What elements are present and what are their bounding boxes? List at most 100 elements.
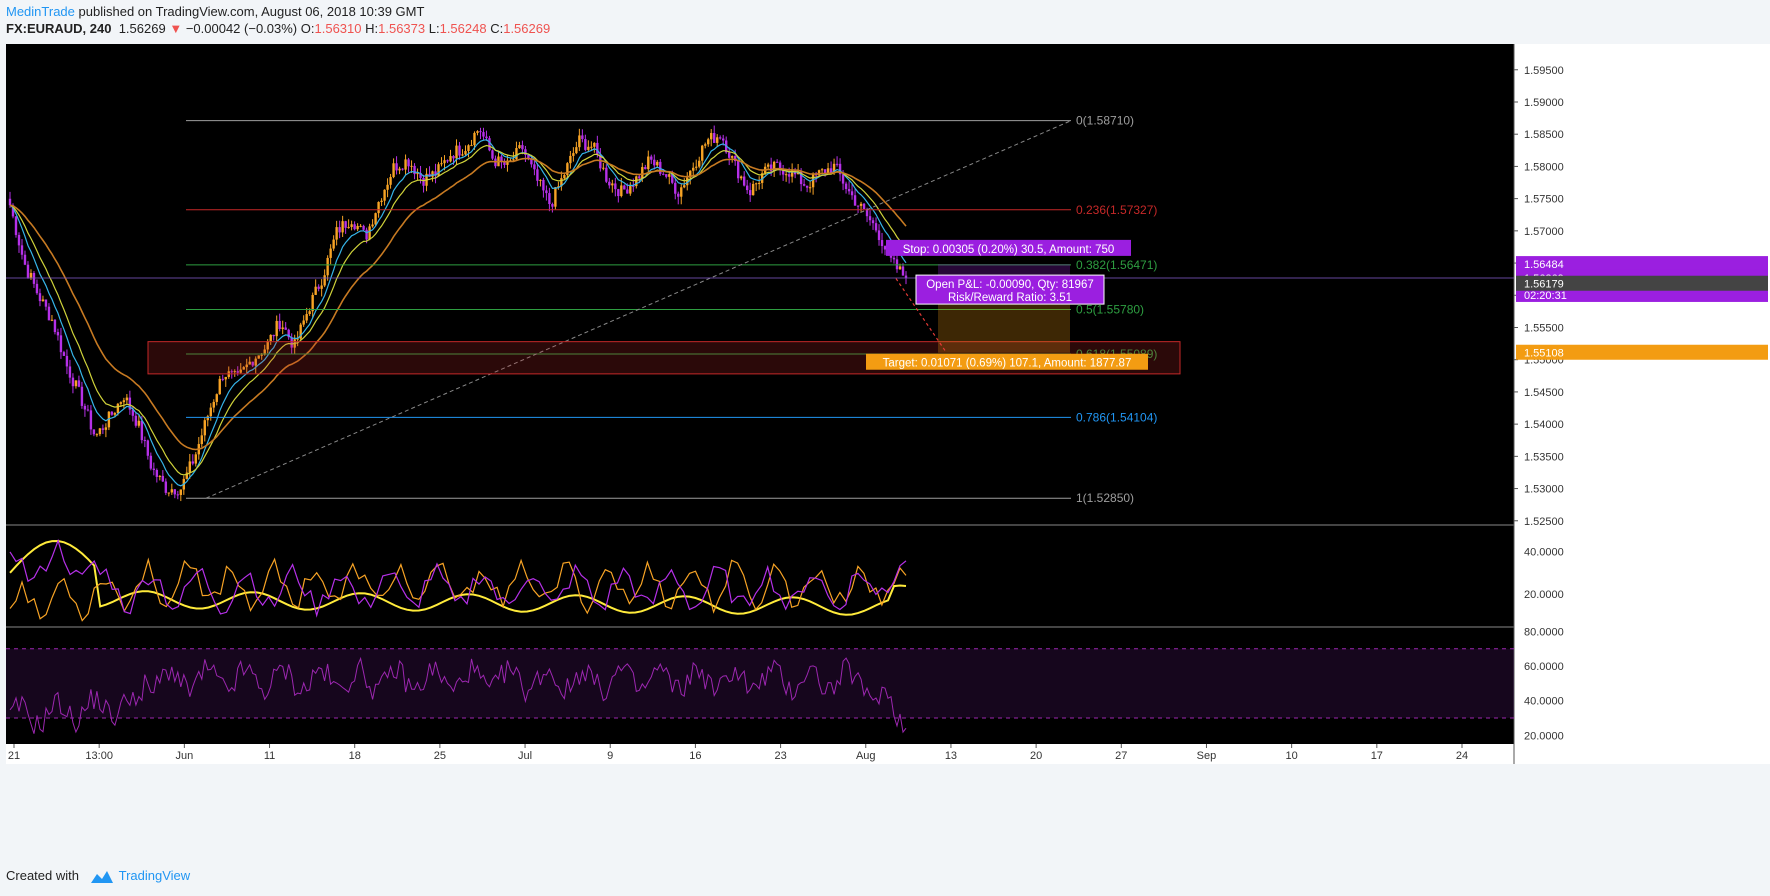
candle xyxy=(398,168,401,171)
candle xyxy=(263,349,266,355)
target-label xyxy=(866,353,1148,370)
stop-label-text: Stop: 0.00305 (0.20%) 30.5, Amount: 750 xyxy=(903,244,1115,256)
candle xyxy=(704,144,707,146)
tradingview-brand[interactable]: TradingView xyxy=(118,868,191,883)
candle xyxy=(638,176,641,179)
candle xyxy=(820,169,824,171)
high-label: H: xyxy=(365,21,379,36)
candle xyxy=(629,185,632,194)
fib-level-label: 0.236(1.57327) xyxy=(1076,203,1157,217)
fib-trend-line xyxy=(205,120,1072,499)
stop-label xyxy=(886,239,1131,256)
candle xyxy=(434,171,437,176)
candle xyxy=(500,156,503,162)
chart-svg[interactable]: 1.59500 1.59000 1.58500 1.58000 1.57500 1.570… xyxy=(6,44,1770,862)
candle xyxy=(401,168,404,170)
fib-level-label: 0(1.58710) xyxy=(1076,114,1134,128)
author-link[interactable]: MedinTrade xyxy=(6,4,75,19)
candle xyxy=(635,176,638,187)
candle xyxy=(218,378,221,395)
rsi-tick-label: 60.0000 xyxy=(1524,661,1564,673)
candle xyxy=(775,161,779,163)
candle xyxy=(77,380,81,387)
last-price: 1.56269 xyxy=(118,21,166,36)
published-text: published on TradingView.com, August 06,… xyxy=(78,4,425,19)
candle xyxy=(272,334,275,337)
candle xyxy=(392,163,395,178)
fib-level-label: 0.786(1.54104) xyxy=(1076,410,1157,424)
candle xyxy=(383,189,386,201)
candle xyxy=(901,266,905,276)
candle xyxy=(853,195,857,206)
candle xyxy=(644,167,647,170)
candle xyxy=(29,272,33,278)
time-tick-label: 23 xyxy=(774,750,786,762)
candle xyxy=(506,160,509,165)
price-tick-label: 1.54500 xyxy=(1524,387,1564,399)
candle xyxy=(692,167,695,171)
candle xyxy=(533,164,536,170)
candle xyxy=(17,234,21,246)
tradingview-logo-icon xyxy=(90,870,113,883)
candle xyxy=(338,227,341,233)
rsi-tick-label: 20.0000 xyxy=(1524,730,1564,742)
candle xyxy=(284,327,287,330)
candle xyxy=(838,163,842,175)
candle xyxy=(476,131,479,133)
rsi-line xyxy=(9,656,907,734)
candle xyxy=(569,155,572,164)
candle xyxy=(236,371,239,373)
candle xyxy=(464,151,467,155)
candle xyxy=(521,145,524,150)
chart-area[interactable]: 1.59500 1.59000 1.58500 1.58000 1.57500 1.570… xyxy=(6,44,1770,862)
candle xyxy=(485,136,488,139)
price-tick-label: 1.59500 xyxy=(1524,65,1564,77)
candle xyxy=(701,145,704,161)
candle xyxy=(491,150,494,159)
candle xyxy=(802,184,806,186)
candle xyxy=(389,177,392,185)
candle xyxy=(386,184,389,190)
candle xyxy=(611,183,614,186)
candles xyxy=(8,125,908,502)
candle xyxy=(647,156,650,170)
candle xyxy=(44,299,48,307)
candle xyxy=(53,319,57,333)
candle xyxy=(101,428,105,430)
rsi-tick-label: 80.0000 xyxy=(1524,626,1564,638)
symbol-label: FX:EURAUD, 240 xyxy=(6,21,112,36)
projection-arrow xyxy=(895,278,947,353)
footer: Created with TradingView xyxy=(6,868,190,883)
candle xyxy=(443,160,446,164)
candle xyxy=(8,198,12,206)
candle xyxy=(194,454,197,464)
candle xyxy=(329,248,332,258)
candle xyxy=(119,402,123,404)
candle xyxy=(200,435,203,445)
candle xyxy=(772,161,776,172)
time-tick-label: Jul xyxy=(518,750,532,762)
candle xyxy=(826,168,830,175)
candle xyxy=(92,429,96,435)
stop-price-tag xyxy=(1516,256,1768,272)
candle xyxy=(449,156,452,162)
candle xyxy=(95,434,99,436)
candle xyxy=(587,146,590,150)
candle xyxy=(173,489,177,495)
close-value: 1.56269 xyxy=(503,21,551,36)
candle xyxy=(242,367,245,370)
candle xyxy=(665,174,668,177)
candle xyxy=(850,191,854,196)
candle xyxy=(515,148,518,160)
candle xyxy=(320,285,323,289)
candle xyxy=(446,160,449,162)
price-tick-label: 1.59000 xyxy=(1524,97,1564,109)
candle xyxy=(23,254,27,265)
time-tick-label: 25 xyxy=(434,750,446,762)
candle xyxy=(353,224,356,230)
candle xyxy=(808,187,812,189)
candle xyxy=(362,225,365,230)
stop-price-tag-text: 1.56484 xyxy=(1524,259,1564,271)
price-tick-label: 1.58500 xyxy=(1524,129,1564,141)
candle xyxy=(368,226,371,240)
